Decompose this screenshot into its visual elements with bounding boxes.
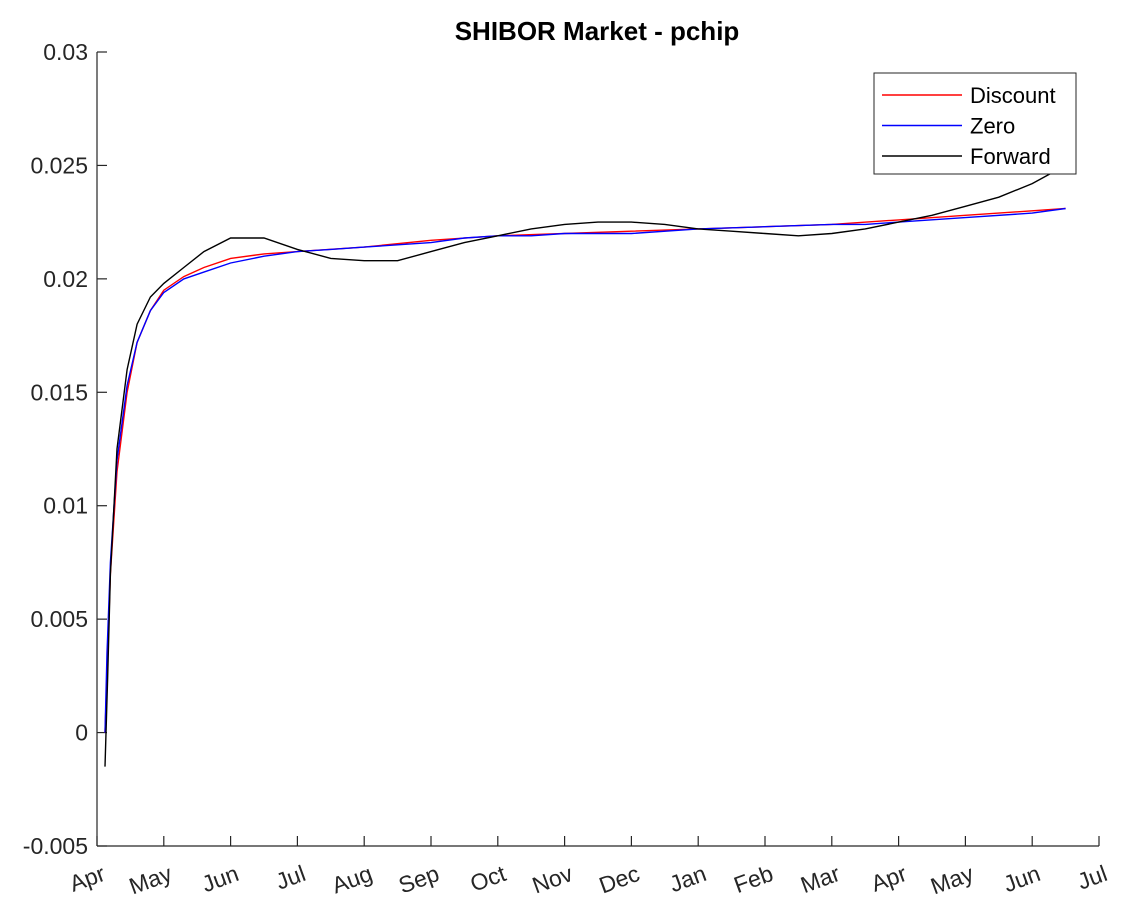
y-tick-label: -0.005 (23, 833, 88, 859)
x-tick-label: Jun (1000, 860, 1044, 897)
x-tick-label: May (927, 860, 977, 899)
x-tick-label: Jun (198, 860, 242, 897)
chart-title: SHIBOR Market - pchip (455, 16, 740, 46)
legend-label: Forward (970, 144, 1051, 169)
legend-box (873, 72, 1077, 175)
x-tick-label: Aug (328, 860, 375, 898)
plot-area (97, 52, 1099, 846)
legend-label: Zero (970, 114, 1015, 139)
y-tick-label: 0.025 (30, 152, 88, 178)
x-tick-label: Apr (66, 860, 109, 897)
x-tick-label: Mar (797, 860, 843, 898)
y-tick-label: 0.02 (43, 266, 88, 292)
legend-label: Discount (970, 83, 1056, 108)
x-tick-label: Dec (596, 860, 643, 898)
y-tick-label: 0.015 (30, 379, 88, 405)
x-tick-label: Feb (730, 860, 776, 898)
series-line-zero (104, 207, 1066, 733)
series-layer (104, 164, 1066, 767)
x-tick-label: May (126, 860, 176, 899)
x-tick-label: Apr (868, 860, 911, 897)
x-tick-label: Oct (467, 860, 510, 897)
x-tick-label: Jul (1074, 860, 1111, 894)
y-tick-label: 0.005 (30, 606, 88, 632)
x-tick-label: Nov (529, 860, 577, 899)
series-line-forward (104, 164, 1066, 767)
legend[interactable]: Discount Zero Forward (873, 72, 1077, 175)
x-tick-label: Jan (666, 860, 710, 897)
y-tick-label: 0 (75, 720, 88, 746)
x-tick-label: Jul (272, 860, 309, 894)
y-tick-label: 0.01 (43, 493, 88, 519)
x-tick-label: Sep (395, 860, 442, 898)
y-tick-label: 0.03 (43, 39, 88, 65)
